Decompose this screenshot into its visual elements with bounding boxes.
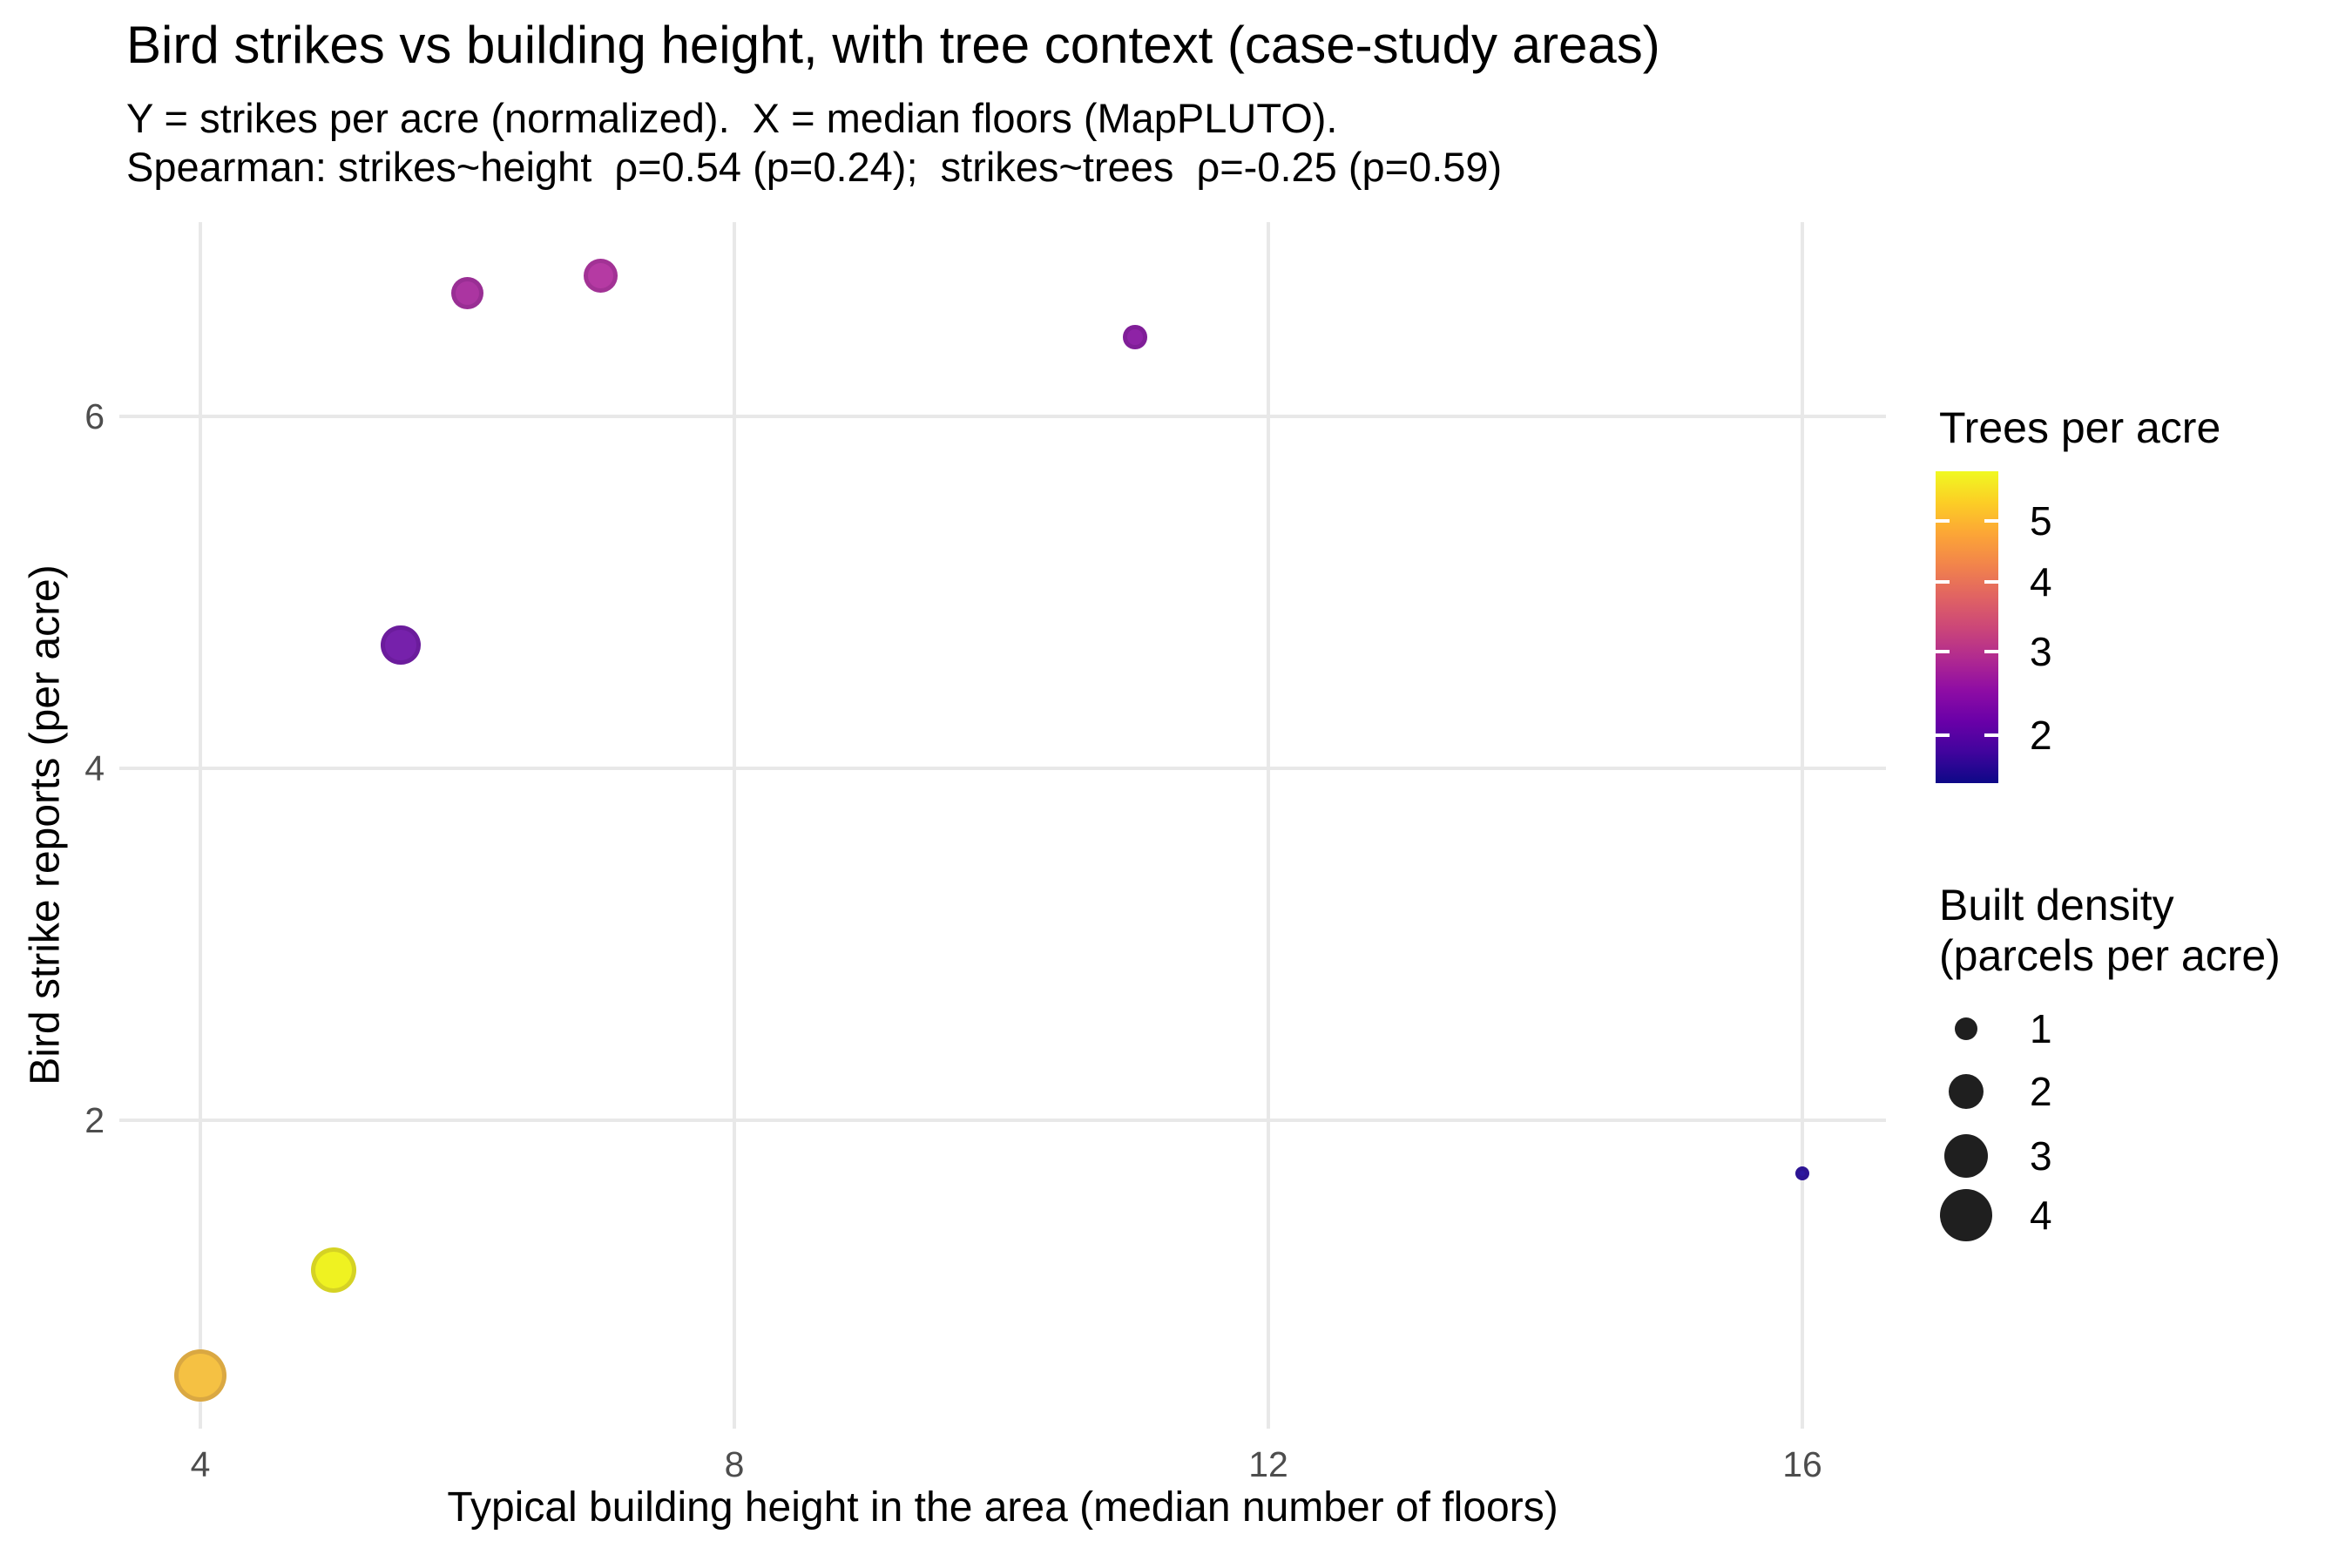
x-tick-label-4: 4 — [190, 1444, 211, 1484]
colorbar-notch-left-4 — [1936, 580, 1950, 585]
data-point-4 — [450, 276, 484, 310]
data-point-3 — [380, 625, 421, 666]
x-tick-label-16: 16 — [1782, 1444, 1822, 1484]
size-legend-circle-4 — [1940, 1189, 1992, 1241]
data-point-7 — [1794, 1166, 1809, 1180]
size-legend-label-4: 4 — [2030, 1193, 2052, 1238]
data-point-5 — [584, 258, 618, 293]
colorbar-notch-right-3 — [1984, 650, 1998, 654]
gridline-x-16 — [1801, 222, 1804, 1429]
colorbar-notch-left-5 — [1936, 518, 1950, 523]
gridline-x-8 — [733, 222, 736, 1429]
y-tick-label-2: 2 — [84, 1100, 105, 1140]
size-legend-circle-2 — [1948, 1073, 1984, 1110]
gridline-y-4 — [119, 767, 1886, 770]
x-tick-label-12: 12 — [1248, 1444, 1288, 1484]
colorbar-notch-right-2 — [1984, 733, 1998, 737]
y-axis-title: Bird strike reports (per acre) — [22, 564, 69, 1085]
color-legend-title: Trees per acre — [1939, 403, 2221, 452]
size-legend-label-3: 3 — [2030, 1133, 2052, 1179]
size-legend-circle-3 — [1943, 1133, 1989, 1179]
chart-subtitle-line2: Spearman: strikes~height ρ=0.54 (p=0.24)… — [126, 144, 1503, 190]
y-tick-label-4: 4 — [84, 748, 105, 788]
gridline-x-4 — [199, 222, 202, 1429]
colorbar-notch-left-2 — [1936, 733, 1950, 737]
size-legend-title-line1: Built density — [1939, 881, 2174, 929]
color-legend-gradient-bar — [1936, 471, 1998, 783]
data-point-2 — [311, 1247, 357, 1293]
gridline-y-6 — [119, 415, 1886, 418]
size-legend-label-2: 2 — [2030, 1069, 2052, 1114]
gridline-y-2 — [119, 1119, 1886, 1122]
chart-title: Bird strikes vs building height, with tr… — [126, 16, 1660, 74]
size-legend-circle-1 — [1955, 1017, 1977, 1040]
y-tick-label-6: 6 — [84, 396, 105, 436]
colorbar-label-3: 3 — [2030, 629, 2052, 675]
chart-subtitle-line1: Y = strikes per acre (normalized). X = m… — [126, 95, 1338, 141]
data-point-6 — [1122, 325, 1147, 349]
size-legend-label-1: 1 — [2030, 1006, 2052, 1051]
size-legend-title-line2: (parcels per acre) — [1939, 931, 2281, 980]
data-point-1 — [174, 1348, 226, 1402]
plot-panel — [119, 222, 1886, 1429]
x-axis-title: Typical building height in the area (med… — [447, 1484, 1558, 1531]
colorbar-label-2: 2 — [2030, 712, 2052, 758]
colorbar-label-5: 5 — [2030, 497, 2052, 544]
colorbar-notch-right-5 — [1984, 518, 1998, 523]
colorbar-label-4: 4 — [2030, 559, 2052, 605]
colorbar-notch-left-3 — [1936, 650, 1950, 654]
gridline-x-12 — [1267, 222, 1270, 1429]
colorbar-notch-right-4 — [1984, 580, 1998, 585]
x-tick-label-8: 8 — [724, 1444, 745, 1484]
